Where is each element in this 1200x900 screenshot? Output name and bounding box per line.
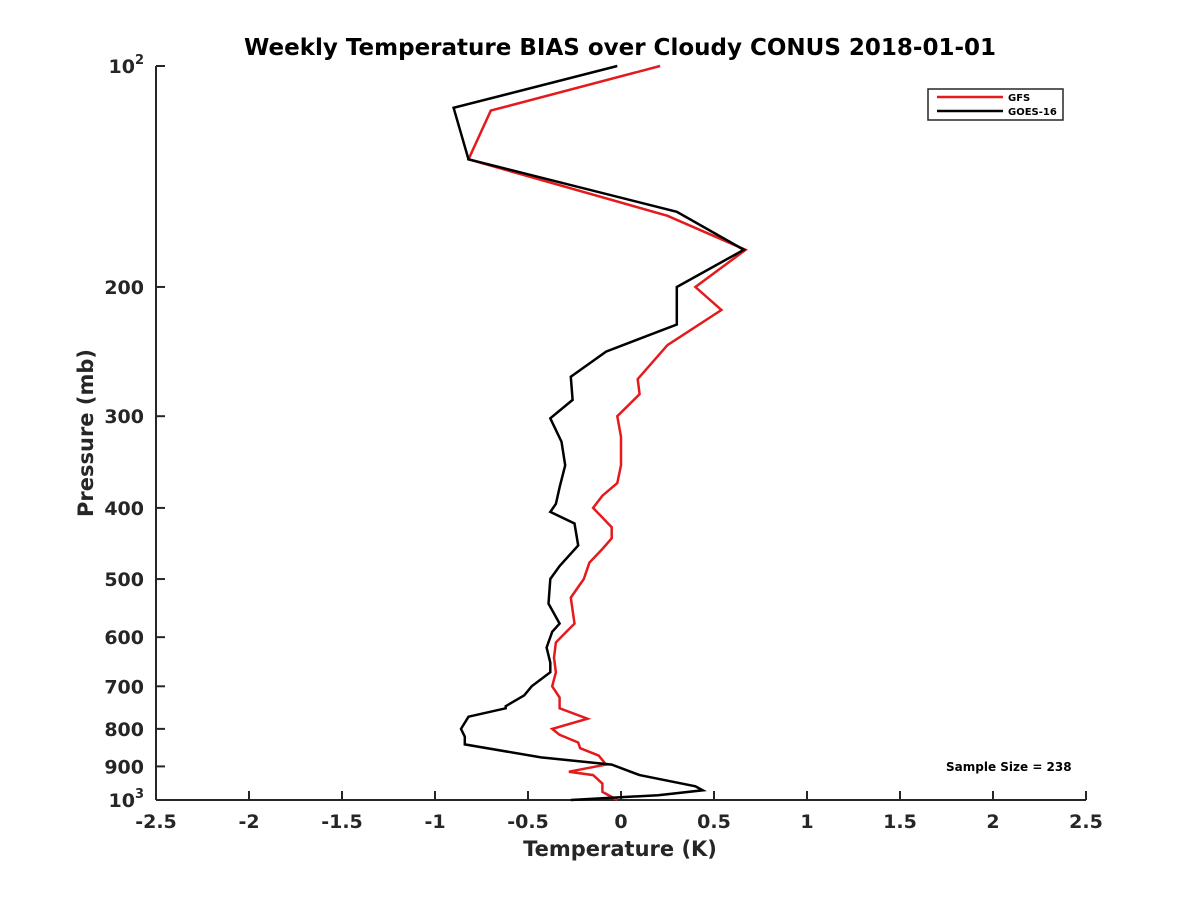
x-tick-label: 1.5 — [883, 811, 917, 833]
x-tick-label: 1 — [800, 811, 813, 833]
legend-label-gfs: GFS — [1008, 93, 1030, 104]
y-tick-label: 500 — [104, 569, 144, 591]
y-tick-label: 102 — [109, 53, 145, 78]
y-tick-label: 300 — [104, 406, 144, 428]
x-tick-label: -1 — [424, 811, 445, 833]
y-tick-label: 700 — [104, 676, 144, 698]
x-tick-label: -2 — [238, 811, 259, 833]
x-tick-label: 2.5 — [1069, 811, 1103, 833]
sample-size-annotation: Sample Size = 238 — [946, 760, 1072, 774]
series-line-gfs — [466, 64, 749, 802]
x-tick-label: -1.5 — [321, 811, 363, 833]
y-tick-label: 200 — [104, 277, 144, 299]
y-tick-label: 900 — [104, 756, 144, 778]
y-tick-label: 103 — [109, 787, 145, 812]
series-lines — [452, 64, 749, 802]
plot-area: -2.5 -2 -1.5 -1 -0.5 0 0.5 1 1.5 2 2.5 102 200 300 40… — [104, 53, 1103, 833]
x-tick-label: 0 — [614, 811, 627, 833]
x-axis-label: Temperature (K) — [523, 837, 717, 861]
x-tick-label: 0.5 — [697, 811, 731, 833]
y-tick-label: 400 — [104, 498, 144, 520]
x-axis-ticks: -2.5 -2 -1.5 -1 -0.5 0 0.5 1 1.5 2 2.5 — [135, 791, 1103, 833]
legend-box — [927, 88, 1064, 121]
x-tick-label: 2 — [986, 811, 999, 833]
y-axis-label: Pressure (mb) — [74, 349, 98, 517]
legend: GFS GOES-16 — [927, 88, 1064, 121]
x-tick-label: -0.5 — [507, 811, 549, 833]
y-tick-label: 600 — [104, 627, 144, 649]
series-line-goes16 — [452, 64, 747, 802]
x-tick-label: -2.5 — [135, 811, 177, 833]
legend-label-goes16: GOES-16 — [1008, 107, 1057, 118]
y-axis-ticks: 102 200 300 400 500 600 700 800 900 103 — [104, 53, 165, 812]
y-tick-label: 800 — [104, 719, 144, 741]
chart-title: Weekly Temperature BIAS over Cloudy CONU… — [244, 35, 996, 61]
